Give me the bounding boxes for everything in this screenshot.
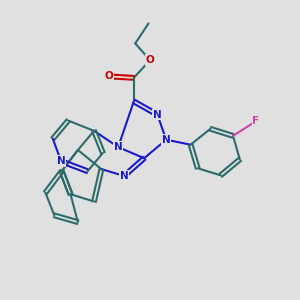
Text: N: N — [162, 135, 171, 145]
Text: N: N — [114, 142, 123, 152]
Text: O: O — [104, 71, 113, 81]
Text: N: N — [120, 171, 128, 181]
Text: F: F — [252, 116, 260, 126]
Text: N: N — [153, 110, 162, 120]
Text: N: N — [57, 156, 65, 166]
Text: O: O — [146, 55, 154, 65]
